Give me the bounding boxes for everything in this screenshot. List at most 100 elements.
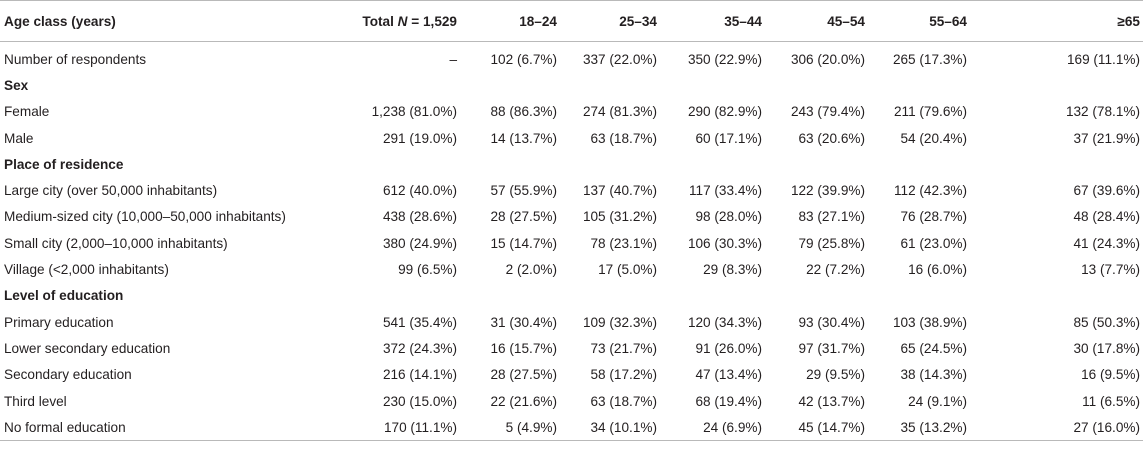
column-header: 18–24 bbox=[460, 0, 560, 42]
section-row: Sex bbox=[0, 72, 1143, 98]
cell: 106 (30.3%) bbox=[687, 235, 762, 251]
cell: 290 (82.9%) bbox=[687, 104, 762, 120]
row-label: Medium-sized city (10,000–50,000 inhabit… bbox=[4, 209, 286, 225]
cell: 78 (23.1%) bbox=[590, 235, 658, 251]
section-row: Place of residence bbox=[0, 151, 1143, 177]
cell: 79 (25.8%) bbox=[798, 235, 866, 251]
row-label: Third level bbox=[4, 393, 67, 409]
cell: 60 (17.1%) bbox=[695, 130, 763, 146]
cell: 350 (22.9%) bbox=[687, 51, 762, 67]
cell: 98 (28.0%) bbox=[695, 209, 763, 225]
column-header: Total N = 1,529 bbox=[345, 0, 460, 42]
cell: 216 (14.1%) bbox=[382, 367, 457, 383]
cell: 169 (11.1%) bbox=[1066, 51, 1140, 67]
data-table: Age class (years) Total N = 1,529 18–24 25–… bbox=[0, 0, 1143, 442]
cell: 612 (40.0%) bbox=[382, 183, 457, 199]
cell: 2 (2.0%) bbox=[505, 262, 557, 278]
cell: 35 (13.2%) bbox=[868, 414, 970, 442]
cell: 120 (34.3%) bbox=[687, 314, 762, 330]
data-row: Primary education 541 (35.4%) 31 (30.4%) 10… bbox=[0, 309, 1143, 335]
cell: 65 (24.5%) bbox=[900, 340, 968, 356]
cell: 24 (9.1%) bbox=[908, 393, 967, 409]
cell: 38 (14.3%) bbox=[900, 367, 968, 383]
cell: 274 (81.3%) bbox=[582, 104, 657, 120]
cell: 57 (55.9%) bbox=[490, 183, 558, 199]
cell: 306 (20.0%) bbox=[790, 51, 865, 67]
section-label: Sex bbox=[4, 77, 29, 93]
section-label: Level of education bbox=[4, 288, 124, 304]
row-label: Primary education bbox=[4, 314, 114, 330]
header-text: N bbox=[397, 13, 408, 29]
cell: 45 (14.7%) bbox=[765, 414, 868, 442]
cell: 27 (16.0%) bbox=[970, 414, 1143, 442]
cell: 88 (86.3%) bbox=[490, 104, 558, 120]
cell: 438 (28.6%) bbox=[382, 209, 457, 225]
cell: 103 (38.9%) bbox=[892, 314, 967, 330]
column-header: 35–44 bbox=[660, 0, 765, 42]
cell: 91 (26.0%) bbox=[695, 340, 763, 356]
cell: 97 (31.7%) bbox=[798, 340, 866, 356]
data-row: Medium-sized city (10,000–50,000 inhabit… bbox=[0, 204, 1143, 230]
row-label: Large city (over 50,000 inhabitants) bbox=[4, 183, 218, 199]
cell: 122 (39.9%) bbox=[790, 183, 865, 199]
column-header: 55–64 bbox=[868, 0, 970, 42]
cell: 112 (42.3%) bbox=[893, 183, 967, 199]
cell: 11 (6.5%) bbox=[1082, 393, 1140, 409]
cell: 14 (13.7%) bbox=[490, 130, 558, 146]
cell: 93 (30.4%) bbox=[798, 314, 866, 330]
cell: 67 (39.6%) bbox=[1073, 183, 1141, 199]
column-header: 25–34 bbox=[560, 0, 660, 42]
cell: 243 (79.4%) bbox=[790, 104, 865, 120]
cell: 105 (31.2%) bbox=[582, 209, 657, 225]
cell: 30 (17.8%) bbox=[1073, 340, 1141, 356]
header-text: Total bbox=[362, 13, 398, 29]
data-row: No formal education 170 (11.1%) 5 (4.9%) 34… bbox=[0, 414, 1143, 442]
cell: 63 (18.7%) bbox=[590, 393, 658, 409]
column-header: Age class (years) bbox=[0, 0, 345, 42]
cell: 541 (35.4%) bbox=[382, 314, 457, 330]
cell: 47 (13.4%) bbox=[695, 367, 763, 383]
table-body: Number of respondents – 102 (6.7%) 337 (22.… bbox=[0, 42, 1143, 442]
cell: 37 (21.9%) bbox=[1073, 130, 1141, 146]
row-label: Lower secondary education bbox=[4, 340, 171, 356]
cell: 31 (30.4%) bbox=[490, 314, 558, 330]
header-row: Age class (years) Total N = 1,529 18–24 25–… bbox=[0, 0, 1143, 42]
row-label: Number of respondents bbox=[4, 51, 147, 67]
cell: 63 (20.6%) bbox=[798, 130, 866, 146]
cell: 372 (24.3%) bbox=[382, 340, 457, 356]
data-row: Third level 230 (15.0%) 22 (21.6%) 63 (18.7… bbox=[0, 388, 1143, 414]
data-row: Female 1,238 (81.0%) 88 (86.3%) 274 (81.3%)… bbox=[0, 99, 1143, 125]
cell: 15 (14.7%) bbox=[490, 235, 558, 251]
header-text: = 1,529 bbox=[407, 13, 457, 29]
cell: 58 (17.2%) bbox=[590, 367, 658, 383]
section-row: Level of education bbox=[0, 283, 1143, 309]
cell: 265 (17.3%) bbox=[892, 51, 967, 67]
cell: 380 (24.9%) bbox=[382, 235, 457, 251]
cell: 85 (50.3%) bbox=[1073, 314, 1141, 330]
cell: 28 (27.5%) bbox=[490, 209, 558, 225]
cell: 5 (4.9%) bbox=[460, 414, 560, 442]
cell: 29 (9.5%) bbox=[806, 367, 865, 383]
cell: 42 (13.7%) bbox=[798, 393, 866, 409]
cell: 109 (32.3%) bbox=[582, 314, 657, 330]
cell: 132 (78.1%) bbox=[1065, 104, 1140, 120]
data-row: Male 291 (19.0%) 14 (13.7%) 63 (18.7%) 60 (1… bbox=[0, 125, 1143, 151]
cell: 68 (19.4%) bbox=[695, 393, 763, 409]
cell: 170 (11.1%) bbox=[345, 414, 460, 442]
cell: 24 (6.9%) bbox=[660, 414, 765, 442]
row-label: Secondary education bbox=[4, 367, 132, 383]
cell: 17 (5.0%) bbox=[598, 262, 657, 278]
cell: 22 (21.6%) bbox=[490, 393, 558, 409]
cell: 211 (79.6%) bbox=[893, 104, 967, 120]
data-row: Village (<2,000 inhabitants) 99 (6.5%) 2 (… bbox=[0, 256, 1143, 282]
cell: 1,238 (81.0%) bbox=[371, 104, 457, 120]
data-row: Small city (2,000–10,000 inhabitants) 380… bbox=[0, 230, 1143, 256]
cell: 291 (19.0%) bbox=[382, 130, 457, 146]
cell: 54 (20.4%) bbox=[900, 130, 968, 146]
cell: 337 (22.0%) bbox=[582, 51, 657, 67]
cell: 83 (27.1%) bbox=[798, 209, 866, 225]
row-label: Female bbox=[4, 104, 50, 120]
cell: – bbox=[449, 51, 457, 67]
data-row: Secondary education 216 (14.1%) 28 (27.5%)… bbox=[0, 362, 1143, 388]
cell: 76 (28.7%) bbox=[900, 209, 968, 225]
